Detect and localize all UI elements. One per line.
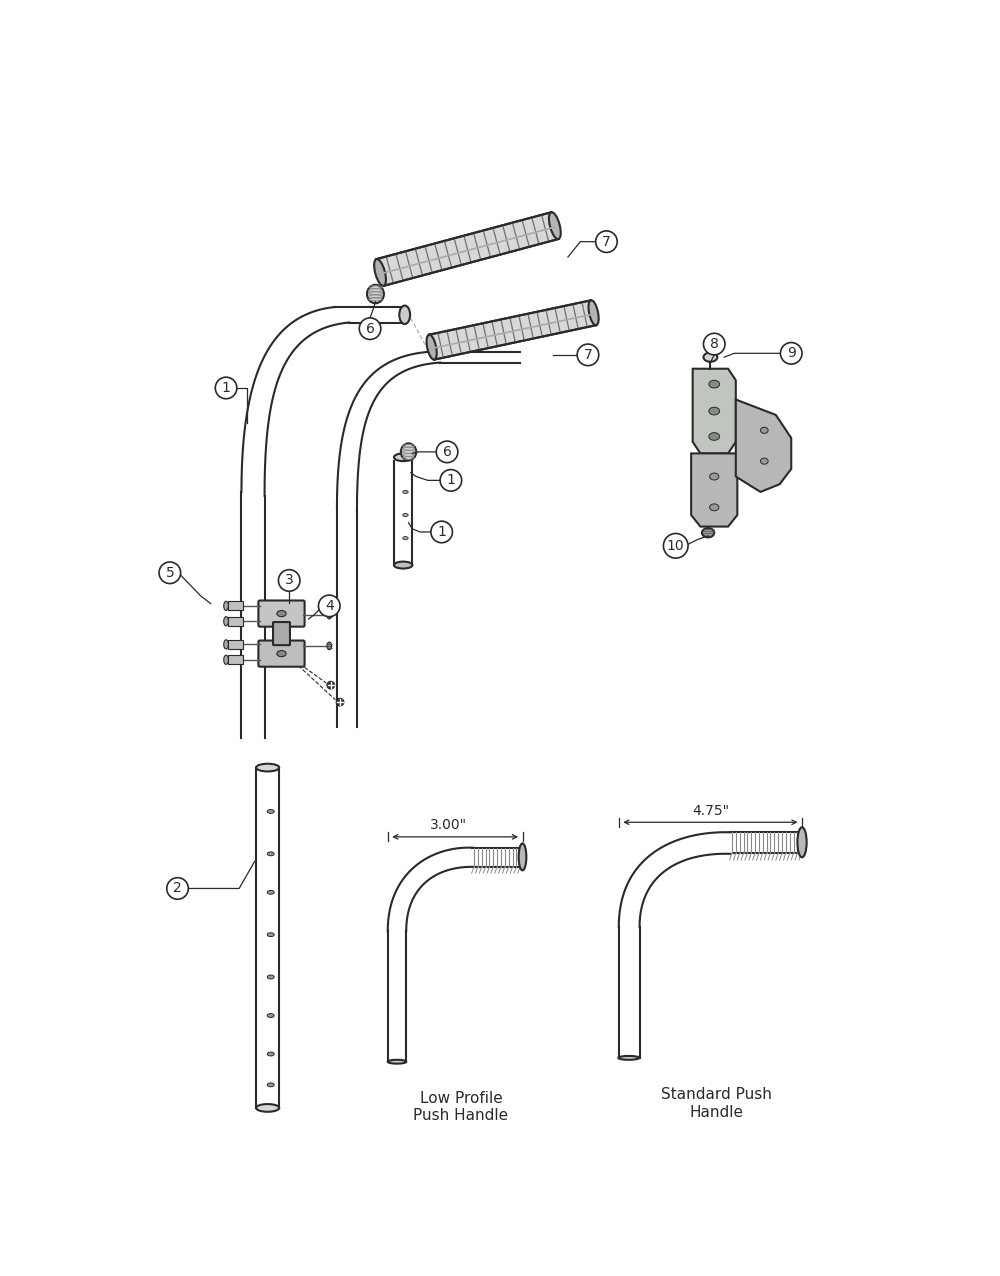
- Circle shape: [440, 470, 462, 491]
- Ellipse shape: [224, 639, 228, 649]
- Ellipse shape: [710, 473, 719, 480]
- Ellipse shape: [399, 305, 410, 324]
- Ellipse shape: [588, 300, 599, 325]
- Polygon shape: [693, 369, 736, 453]
- Ellipse shape: [327, 642, 332, 649]
- Polygon shape: [736, 399, 791, 493]
- Ellipse shape: [760, 458, 768, 464]
- Ellipse shape: [267, 891, 274, 894]
- Circle shape: [663, 533, 688, 558]
- Ellipse shape: [549, 212, 561, 239]
- Bar: [228, 655, 243, 665]
- Text: 3.00": 3.00": [430, 818, 467, 832]
- Ellipse shape: [394, 561, 412, 569]
- Ellipse shape: [710, 504, 719, 510]
- Text: 7: 7: [602, 235, 611, 249]
- Ellipse shape: [327, 681, 335, 689]
- Circle shape: [159, 561, 181, 583]
- Ellipse shape: [401, 443, 416, 461]
- Ellipse shape: [388, 1060, 406, 1064]
- Ellipse shape: [427, 334, 437, 360]
- Circle shape: [596, 231, 617, 253]
- Ellipse shape: [277, 610, 286, 616]
- Ellipse shape: [224, 655, 228, 665]
- Ellipse shape: [256, 764, 279, 772]
- Text: 5: 5: [165, 565, 174, 579]
- Text: 1: 1: [446, 473, 455, 487]
- Text: 8: 8: [710, 337, 719, 351]
- Ellipse shape: [367, 285, 384, 304]
- Ellipse shape: [224, 601, 228, 610]
- Text: 6: 6: [366, 322, 374, 336]
- Ellipse shape: [267, 852, 274, 856]
- Ellipse shape: [267, 933, 274, 937]
- Ellipse shape: [374, 259, 386, 286]
- Circle shape: [436, 441, 458, 463]
- Text: 10: 10: [667, 538, 685, 553]
- Text: 3: 3: [285, 573, 294, 587]
- FancyBboxPatch shape: [258, 601, 305, 627]
- Ellipse shape: [267, 1053, 274, 1057]
- Text: 7: 7: [584, 348, 592, 362]
- Ellipse shape: [267, 809, 274, 813]
- Ellipse shape: [327, 611, 332, 619]
- Ellipse shape: [703, 352, 717, 362]
- Text: 6: 6: [443, 445, 451, 459]
- Ellipse shape: [224, 616, 228, 627]
- Ellipse shape: [702, 528, 714, 537]
- Text: 2: 2: [173, 882, 182, 896]
- Ellipse shape: [336, 698, 344, 706]
- Ellipse shape: [403, 513, 408, 517]
- Ellipse shape: [709, 407, 720, 415]
- Text: 1: 1: [437, 524, 446, 538]
- Ellipse shape: [267, 975, 274, 979]
- FancyBboxPatch shape: [273, 621, 290, 646]
- Ellipse shape: [394, 453, 412, 461]
- Circle shape: [318, 595, 340, 616]
- Text: Low Profile
Push Handle: Low Profile Push Handle: [413, 1091, 508, 1123]
- Text: 4: 4: [325, 598, 334, 612]
- Text: Standard Push
Handle: Standard Push Handle: [661, 1087, 772, 1119]
- Circle shape: [215, 378, 237, 398]
- Polygon shape: [429, 300, 596, 360]
- Ellipse shape: [618, 1057, 639, 1060]
- Bar: [228, 639, 243, 649]
- Ellipse shape: [519, 843, 526, 870]
- Circle shape: [359, 318, 381, 339]
- Bar: [228, 616, 243, 627]
- Circle shape: [167, 878, 188, 900]
- Circle shape: [577, 345, 599, 366]
- Polygon shape: [691, 453, 737, 527]
- Ellipse shape: [797, 827, 807, 857]
- Ellipse shape: [403, 490, 408, 494]
- Bar: [228, 601, 243, 610]
- Ellipse shape: [709, 433, 720, 440]
- Polygon shape: [376, 212, 558, 286]
- Circle shape: [431, 521, 452, 542]
- Text: 9: 9: [787, 346, 796, 360]
- Ellipse shape: [267, 1083, 274, 1087]
- Ellipse shape: [403, 537, 408, 540]
- Ellipse shape: [267, 1013, 274, 1017]
- Ellipse shape: [760, 427, 768, 434]
- Ellipse shape: [256, 1104, 279, 1111]
- Circle shape: [780, 342, 802, 364]
- Text: 4.75": 4.75": [692, 804, 729, 818]
- Ellipse shape: [277, 651, 286, 657]
- FancyBboxPatch shape: [258, 641, 305, 666]
- Text: 1: 1: [222, 382, 230, 396]
- Circle shape: [703, 333, 725, 355]
- Circle shape: [278, 569, 300, 591]
- Ellipse shape: [709, 380, 720, 388]
